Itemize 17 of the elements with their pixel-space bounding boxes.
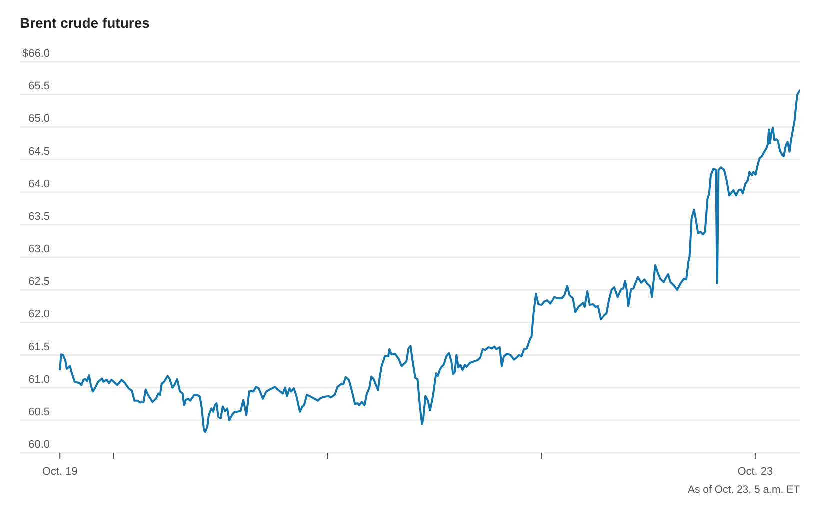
y-tick-label: 64.5 <box>28 146 50 158</box>
y-tick-label: 65.5 <box>28 80 50 93</box>
x-tick-label: Oct. 23 <box>738 466 774 478</box>
y-tick-label: 60.5 <box>28 406 50 418</box>
y-tick-label: 63.0 <box>28 244 50 256</box>
y-tick-label: 62.0 <box>28 308 50 321</box>
y-tick-label: 65.0 <box>28 113 50 126</box>
y-tick-label: 60.0 <box>28 439 50 451</box>
chart-title: Brent crude futures <box>20 15 150 31</box>
y-tick-label: $66.0 <box>22 48 50 60</box>
x-tick-label: Oct. 19 <box>42 466 78 478</box>
y-tick-label: 61.5 <box>28 341 50 354</box>
text: As of Oct. 23, 5 a.m. ET <box>688 484 801 496</box>
y-tick-label: 62.5 <box>28 276 50 288</box>
y-tick-label: 63.5 <box>28 210 50 223</box>
y-tick-label: 61.0 <box>28 374 50 386</box>
y-tick-label: 64.0 <box>28 178 50 190</box>
